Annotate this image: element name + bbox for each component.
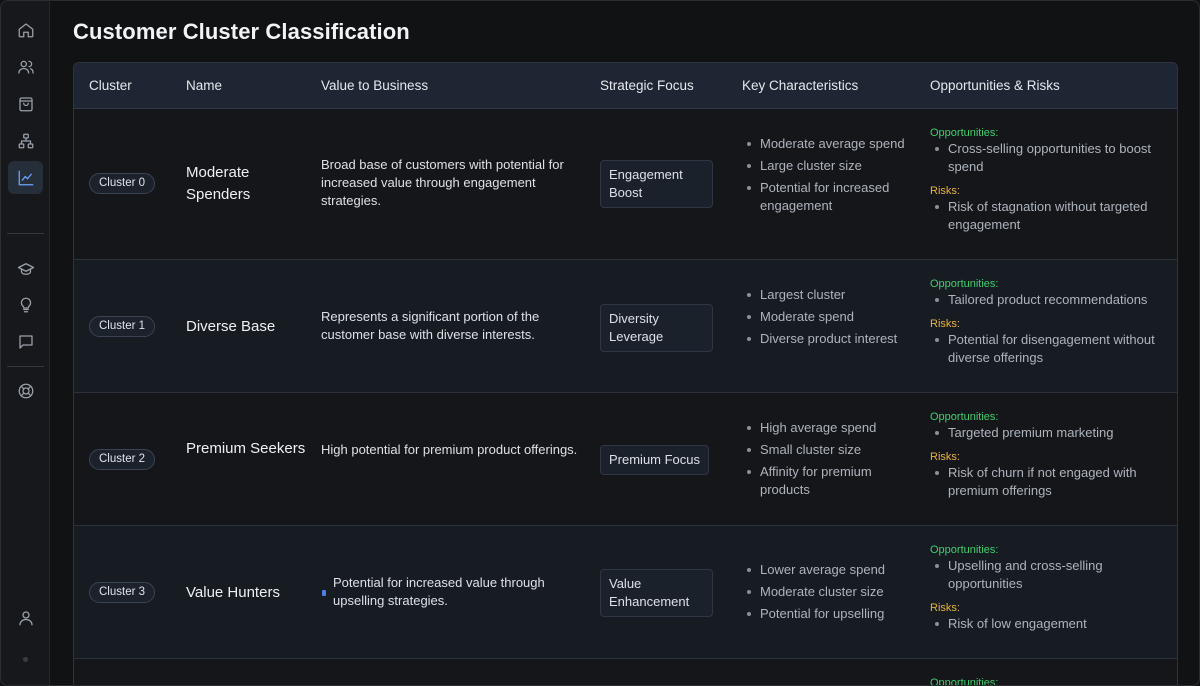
list-item: Affinity for premium products bbox=[742, 463, 910, 499]
sidebar-divider bbox=[7, 366, 44, 367]
cluster-name: Moderate Spenders bbox=[186, 164, 251, 203]
opportunities-label: Opportunities: bbox=[930, 411, 999, 423]
table-row: Cluster 2 Premium Seekers High potential… bbox=[74, 393, 1177, 526]
list-item: Moderate cluster size bbox=[742, 583, 910, 601]
list-item: Cross-selling opportunities to boost spe… bbox=[930, 140, 1170, 176]
list-item: Moderate spend bbox=[742, 308, 910, 326]
header-value: Value to Business bbox=[321, 78, 429, 93]
risks-label: Risks: bbox=[930, 602, 960, 614]
lightbulb-icon[interactable] bbox=[8, 288, 43, 321]
header-name: Name bbox=[186, 78, 223, 93]
shopping-bag-icon[interactable] bbox=[8, 87, 43, 120]
opps-risks: Opportunities: Targeted premium marketin… bbox=[930, 410, 1170, 500]
characteristics-list: Lower average spend Moderate cluster siz… bbox=[742, 561, 910, 627]
opps-risks: Opportunities: Upselling and cross-selli… bbox=[930, 543, 1170, 633]
sidebar bbox=[1, 1, 50, 685]
opportunities-label: Opportunities: bbox=[930, 677, 999, 686]
row-marker bbox=[322, 590, 326, 596]
opps-risks: Opportunities: Tailored product recommen… bbox=[930, 277, 1170, 367]
cluster-badge: Cluster 2 bbox=[89, 449, 156, 470]
cluster-value: Represents a significant portion of the … bbox=[321, 309, 540, 342]
strategic-focus: Diversity Leverage bbox=[600, 304, 713, 352]
opps-risks: Opportunities: bbox=[930, 676, 1170, 686]
line-chart-icon[interactable] bbox=[8, 161, 43, 194]
table-header: Cluster Name Value to Business Strategic… bbox=[74, 63, 1177, 109]
risks-label: Risks: bbox=[930, 185, 960, 197]
cluster-value: Broad base of customers with potential f… bbox=[321, 157, 564, 208]
list-item: Potential for increased engagement bbox=[742, 179, 910, 215]
cluster-value: Potential for increased value through up… bbox=[333, 575, 545, 608]
cluster-badge: Cluster 1 bbox=[89, 316, 156, 337]
list-item: Risk of stagnation without targeted enga… bbox=[930, 198, 1170, 234]
opportunities-label: Opportunities: bbox=[930, 544, 999, 556]
table-row: Cluster 1 Diverse Base Represents a sign… bbox=[74, 260, 1177, 393]
status-dot bbox=[23, 657, 28, 662]
graduation-cap-icon[interactable] bbox=[8, 252, 43, 285]
list-item: Large cluster size bbox=[742, 157, 910, 175]
table-row: Opportunities: bbox=[74, 659, 1177, 686]
list-item: Targeted premium marketing bbox=[930, 424, 1170, 442]
header-characteristics: Key Characteristics bbox=[742, 78, 859, 93]
characteristics-list: High average spend Small cluster size Af… bbox=[742, 419, 910, 503]
lifebuoy-icon[interactable] bbox=[8, 374, 43, 407]
cluster-badge: Cluster 0 bbox=[89, 173, 156, 194]
user-icon[interactable] bbox=[8, 601, 43, 634]
cluster-name: Premium Seekers bbox=[186, 440, 306, 457]
opps-risks: Opportunities: Cross-selling opportuniti… bbox=[930, 126, 1170, 234]
list-item: Tailored product recommendations bbox=[930, 291, 1170, 309]
page-title: Customer Cluster Classification bbox=[73, 19, 410, 44]
strategic-focus: Engagement Boost bbox=[600, 160, 713, 208]
characteristics-list: Moderate average spend Large cluster siz… bbox=[742, 135, 910, 219]
header-cluster: Cluster bbox=[89, 78, 132, 93]
list-item: Largest cluster bbox=[742, 286, 910, 304]
cluster-name: Value Hunters bbox=[186, 584, 280, 601]
list-item: Small cluster size bbox=[742, 441, 910, 459]
strategic-focus: Premium Focus bbox=[600, 445, 710, 475]
table-row: Cluster 0 Moderate Spenders Broad base o… bbox=[74, 109, 1177, 260]
characteristics-list: Largest cluster Moderate spend Diverse p… bbox=[742, 286, 910, 352]
cluster-name: Diverse Base bbox=[186, 318, 276, 335]
list-item: Lower average spend bbox=[742, 561, 910, 579]
cluster-badge: Cluster 3 bbox=[89, 582, 156, 603]
sidebar-divider bbox=[7, 233, 44, 234]
hierarchy-icon[interactable] bbox=[8, 124, 43, 157]
list-item: Risk of low engagement bbox=[930, 615, 1170, 633]
header-focus: Strategic Focus bbox=[600, 78, 694, 93]
list-item: Potential for disengagement without dive… bbox=[930, 331, 1170, 367]
opportunities-label: Opportunities: bbox=[930, 127, 999, 139]
cluster-table: Cluster Name Value to Business Strategic… bbox=[73, 62, 1178, 686]
list-item: Moderate average spend bbox=[742, 135, 910, 153]
risks-label: Risks: bbox=[930, 451, 960, 463]
header-opps-risks: Opportunities & Risks bbox=[930, 78, 1060, 93]
opportunities-label: Opportunities: bbox=[930, 278, 999, 290]
table-row: Cluster 3 Value Hunters Potential for in… bbox=[74, 526, 1177, 659]
users-icon[interactable] bbox=[8, 50, 43, 83]
list-item: Upselling and cross-selling opportunitie… bbox=[930, 557, 1170, 593]
cluster-value: High potential for premium product offer… bbox=[321, 442, 578, 457]
risks-label: Risks: bbox=[930, 318, 960, 330]
list-item: High average spend bbox=[742, 419, 910, 437]
strategic-focus: Value Enhancement bbox=[600, 569, 713, 617]
home-icon[interactable] bbox=[8, 13, 43, 46]
list-item: Diverse product interest bbox=[742, 330, 910, 348]
list-item: Risk of churn if not engaged with premiu… bbox=[930, 464, 1170, 500]
list-item: Potential for upselling bbox=[742, 605, 910, 623]
chat-icon[interactable] bbox=[8, 325, 43, 358]
